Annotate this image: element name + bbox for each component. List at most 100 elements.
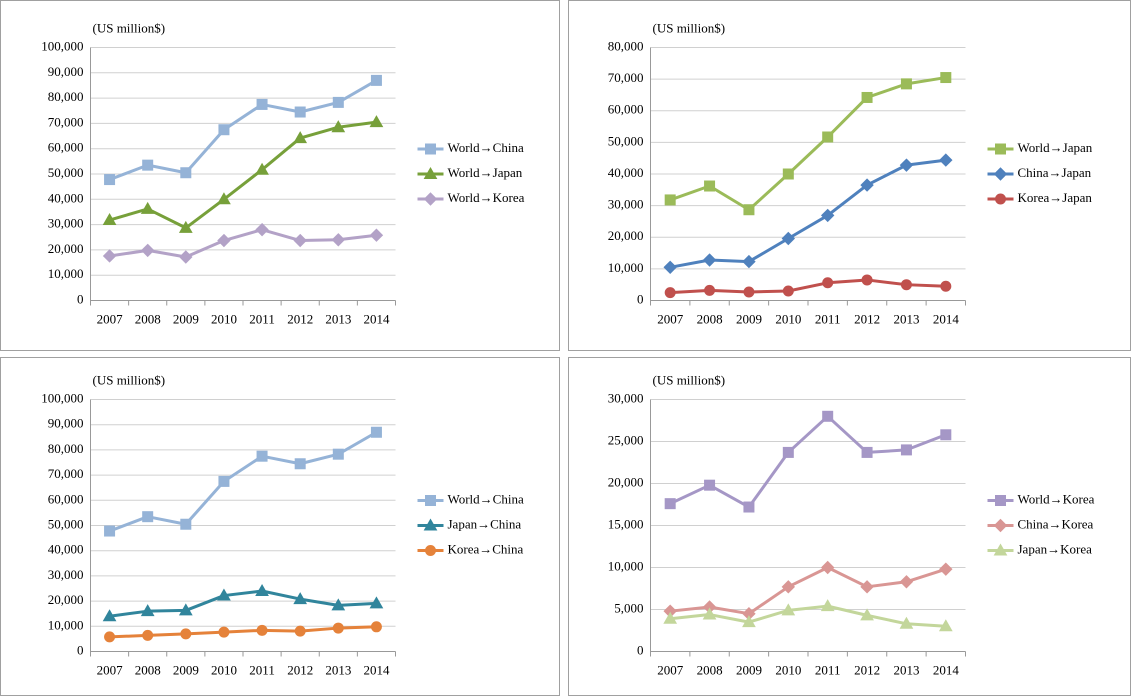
series-line: [109, 430, 378, 533]
marker: [664, 194, 676, 206]
y-axis-label: (US million$): [93, 20, 166, 35]
x-tick-label: 2013: [893, 311, 919, 326]
x-tick-label: 2011: [815, 662, 841, 677]
marker: [993, 518, 1008, 533]
x-tick-label: 2009: [736, 662, 762, 677]
marker: [663, 611, 678, 624]
marker: [782, 168, 794, 180]
marker: [899, 158, 914, 172]
x-tick-label: 2011: [249, 311, 275, 326]
marker: [293, 131, 308, 144]
marker: [899, 616, 914, 629]
panel-frame: [568, 357, 1131, 696]
marker: [217, 588, 231, 601]
y-tick-label: 10,000: [608, 558, 644, 573]
x-tick-label: 2012: [854, 311, 880, 326]
marker: [425, 545, 436, 556]
y-tick-label: 15,000: [608, 516, 644, 531]
y-axis-label: (US million$): [653, 372, 726, 387]
marker: [178, 603, 193, 616]
x-tick-label: 2011: [249, 662, 275, 677]
marker: [742, 254, 756, 269]
marker: [180, 167, 192, 179]
marker: [256, 450, 268, 462]
marker: [861, 91, 873, 103]
x-tick-label: 2014: [933, 311, 960, 326]
y-tick-label: 30,000: [608, 390, 644, 405]
marker: [178, 220, 193, 233]
marker: [331, 120, 346, 133]
x-tick-label: 2007: [657, 311, 684, 326]
legend-label: Korea→China: [448, 541, 524, 556]
y-tick-label: 100,000: [41, 38, 83, 53]
y-tick-label: 70,000: [48, 114, 84, 129]
x-tick-label: 2008: [135, 662, 161, 677]
marker: [218, 124, 230, 136]
legend-label: World→Japan: [1018, 140, 1093, 155]
marker: [781, 603, 796, 616]
marker: [860, 178, 874, 192]
marker: [104, 174, 116, 186]
series-line: [669, 76, 947, 212]
y-tick-label: 25,000: [608, 432, 644, 447]
y-tick-label: 60,000: [608, 102, 644, 117]
marker: [255, 584, 269, 597]
marker: [370, 426, 382, 438]
chart-panel: (US million$) 0 10,000 20,000 30,000 40,000 50…: [568, 0, 1131, 351]
marker: [822, 131, 834, 143]
y-tick-label: 80,000: [48, 89, 84, 104]
marker: [704, 479, 716, 491]
series-line: [109, 625, 377, 639]
panel-frame: [0, 0, 560, 351]
x-tick-label: 2009: [173, 311, 199, 326]
marker: [255, 222, 269, 237]
marker: [820, 560, 835, 575]
marker: [180, 628, 192, 640]
y-tick-label: 5,000: [614, 600, 643, 615]
marker: [294, 625, 306, 637]
marker: [142, 629, 154, 641]
y-tick-label: 80,000: [608, 38, 644, 53]
chart-panel: (US million$) 0 10,000 20,000 30,000 40,000 50…: [0, 0, 560, 351]
y-tick-label: 50,000: [608, 133, 644, 148]
y-tick-label: 20,000: [608, 474, 644, 489]
marker: [860, 580, 874, 594]
marker: [822, 277, 834, 289]
marker: [425, 495, 436, 506]
marker: [939, 562, 953, 576]
marker: [425, 143, 436, 155]
y-tick-label: 30,000: [48, 216, 84, 231]
x-tick-label: 2009: [173, 662, 199, 677]
x-tick-label: 2010: [775, 662, 801, 677]
x-tick-label: 2008: [697, 311, 723, 326]
y-tick-label: 40,000: [48, 542, 84, 557]
marker: [332, 448, 344, 460]
y-tick-label: 50,000: [48, 516, 84, 531]
panel-frame: [0, 357, 560, 696]
x-tick-label: 2008: [135, 311, 161, 326]
y-tick-label: 20,000: [48, 592, 84, 607]
marker: [104, 631, 116, 643]
marker: [140, 604, 155, 617]
y-tick-label: 90,000: [48, 64, 84, 79]
marker: [995, 495, 1006, 506]
marker: [664, 498, 676, 510]
legend-label: World→Japan: [448, 165, 523, 180]
x-tick-label: 2013: [325, 311, 351, 326]
marker: [899, 575, 914, 589]
x-tick-label: 2007: [97, 311, 124, 326]
marker: [370, 74, 382, 86]
y-axis-label: (US million$): [653, 20, 726, 35]
marker: [102, 609, 117, 622]
panel-frame: [568, 0, 1131, 351]
legend-label: World→Korea: [1018, 491, 1095, 506]
series-line: [669, 158, 947, 269]
marker: [331, 598, 346, 611]
series-line: [109, 589, 377, 618]
series-line: [109, 79, 378, 181]
marker: [702, 607, 717, 620]
x-tick-label: 2007: [97, 662, 124, 677]
series-line: [670, 604, 946, 628]
marker: [860, 608, 874, 621]
